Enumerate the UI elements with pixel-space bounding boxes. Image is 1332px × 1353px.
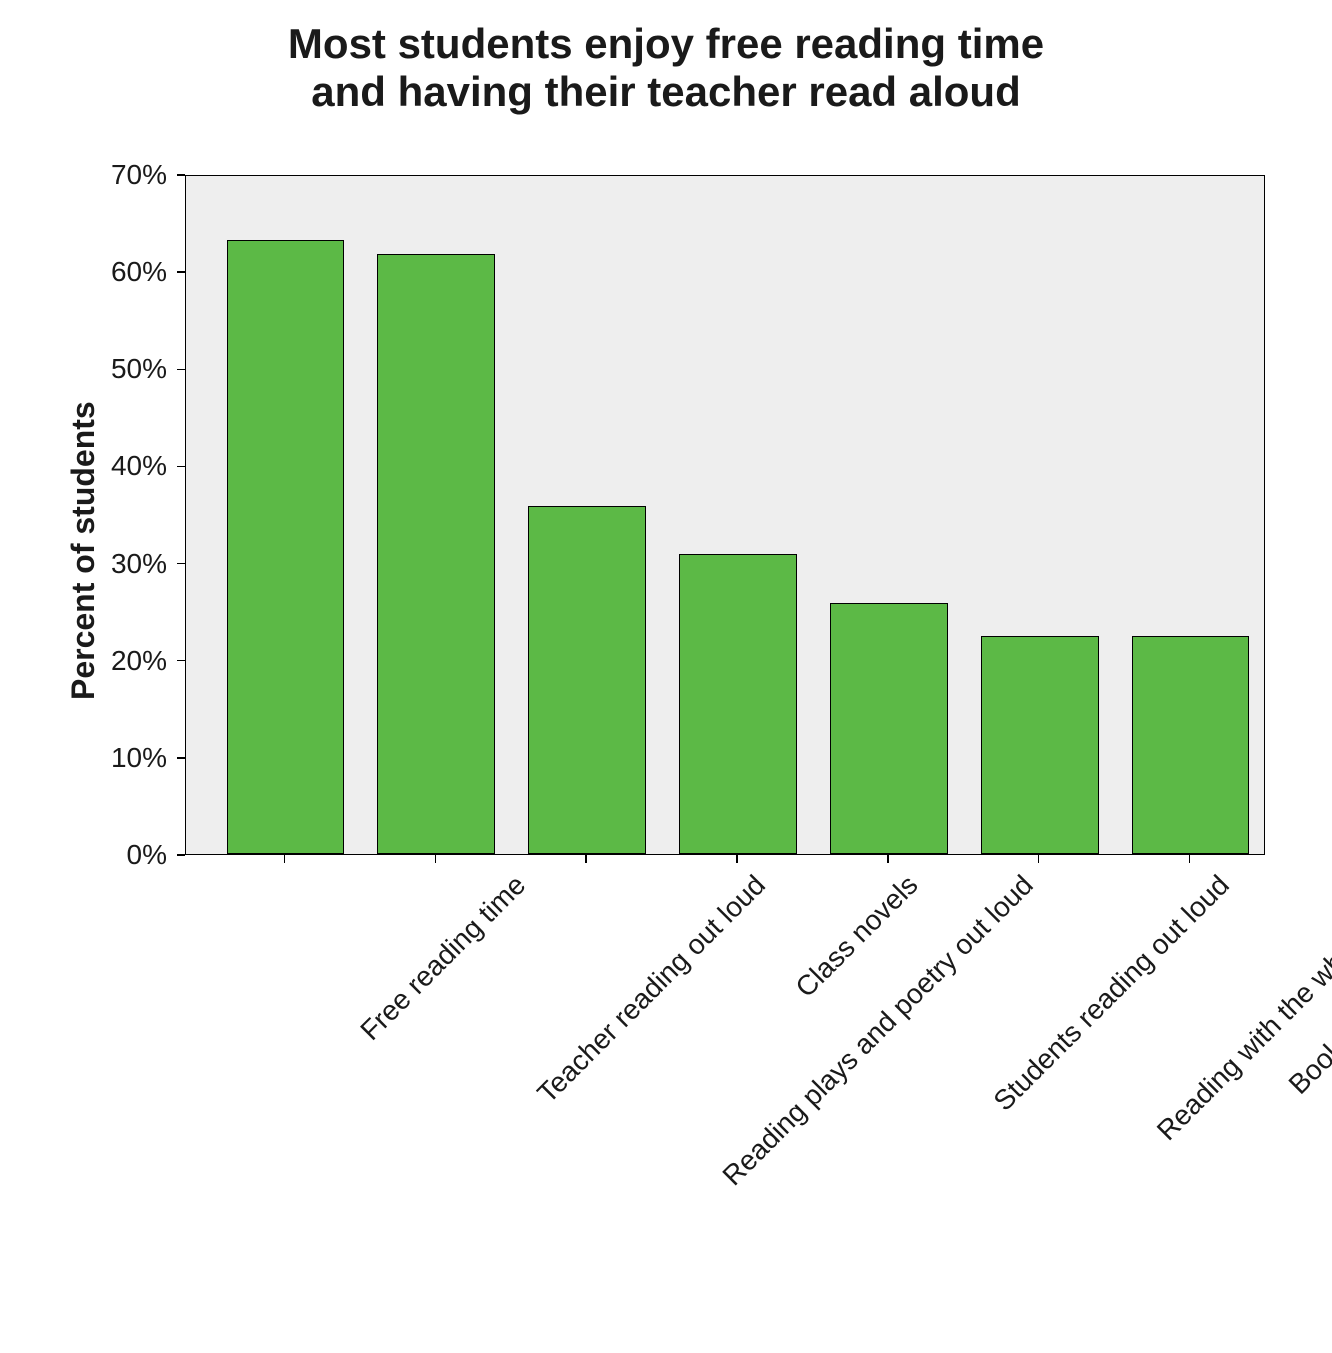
bar bbox=[227, 240, 345, 854]
chart-container: { "chart": { "type": "bar", "title": "Mo… bbox=[0, 0, 1332, 1353]
x-tick-mark bbox=[1189, 855, 1191, 863]
y-tick-mark bbox=[177, 854, 185, 856]
plot-area bbox=[185, 175, 1265, 855]
y-tick-label: 50% bbox=[0, 353, 167, 385]
bar bbox=[981, 636, 1099, 854]
bar bbox=[528, 506, 646, 854]
y-tick-mark bbox=[177, 271, 185, 273]
y-tick-label: 40% bbox=[0, 450, 167, 482]
bar bbox=[679, 554, 797, 854]
y-tick-label: 10% bbox=[0, 742, 167, 774]
y-tick-mark bbox=[177, 466, 185, 468]
y-tick-mark bbox=[177, 757, 185, 759]
y-tick-label: 70% bbox=[0, 159, 167, 191]
x-tick-mark bbox=[585, 855, 587, 863]
bar bbox=[377, 254, 495, 854]
x-tick-mark bbox=[736, 855, 738, 863]
y-tick-mark bbox=[177, 660, 185, 662]
y-tick-label: 30% bbox=[0, 548, 167, 580]
y-tick-label: 20% bbox=[0, 645, 167, 677]
y-tick-label: 60% bbox=[0, 256, 167, 288]
y-tick-mark bbox=[177, 563, 185, 565]
y-tick-label: 0% bbox=[0, 839, 167, 871]
x-tick-mark bbox=[284, 855, 286, 863]
x-tick-mark bbox=[435, 855, 437, 863]
bar bbox=[830, 603, 948, 854]
x-tick-label: Free reading time bbox=[355, 869, 533, 1047]
x-tick-mark bbox=[1038, 855, 1040, 863]
y-tick-mark bbox=[177, 174, 185, 176]
chart-title: Most students enjoy free reading time an… bbox=[0, 20, 1332, 117]
x-tick-mark bbox=[887, 855, 889, 863]
y-tick-mark bbox=[177, 369, 185, 371]
bar bbox=[1132, 636, 1250, 854]
x-tick-label: Teacher reading out loud bbox=[532, 869, 773, 1110]
